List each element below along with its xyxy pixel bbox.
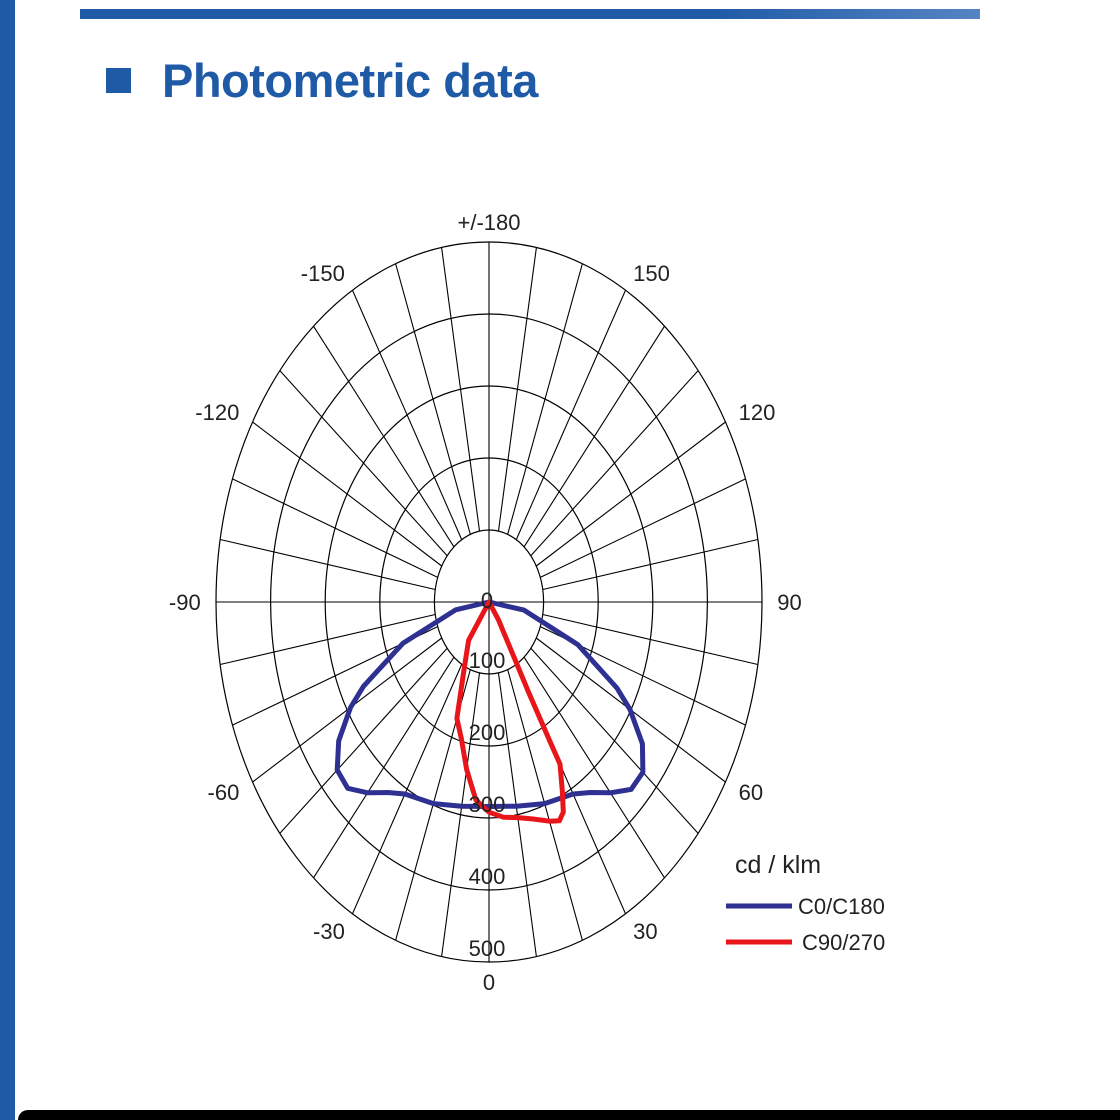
angle-tick-label: -90 bbox=[169, 590, 201, 615]
grid-spoke bbox=[507, 263, 583, 535]
series-layer bbox=[334, 599, 646, 824]
grid-spoke bbox=[540, 478, 746, 578]
heading-bullet-square bbox=[106, 67, 131, 93]
grid-spoke bbox=[220, 613, 436, 666]
grid-spoke bbox=[530, 370, 699, 557]
grid-spoke bbox=[252, 421, 443, 567]
angle-tick-label: +/-180 bbox=[458, 210, 521, 235]
angle-tick-label: -30 bbox=[313, 919, 345, 944]
ring-label: 100 bbox=[469, 648, 506, 673]
top-rule bbox=[80, 9, 980, 19]
grid-spoke bbox=[515, 290, 627, 540]
grid-spoke bbox=[441, 247, 481, 532]
grid-spoke bbox=[441, 672, 481, 957]
grid-spoke bbox=[395, 263, 471, 535]
grid-spoke bbox=[523, 656, 665, 879]
grid-spoke bbox=[535, 421, 726, 567]
grid-spoke bbox=[351, 290, 463, 540]
angle-tick-label: 90 bbox=[777, 590, 801, 615]
grid-spoke bbox=[497, 247, 537, 532]
ring-label-center: 0 bbox=[481, 588, 493, 613]
angle-tick-label: -150 bbox=[301, 261, 345, 286]
bottom-frame-bar bbox=[18, 1110, 1120, 1120]
grid-spoke bbox=[220, 538, 436, 591]
polar-grid bbox=[215, 241, 763, 963]
grid-spoke bbox=[351, 664, 463, 914]
page-title: Photometric data bbox=[162, 53, 538, 107]
grid-spoke bbox=[232, 478, 438, 578]
legend-unit: cd / klm bbox=[735, 851, 821, 879]
grid-spoke bbox=[542, 538, 758, 591]
grid-spoke bbox=[497, 672, 537, 957]
grid-spoke bbox=[279, 647, 448, 834]
angle-tick-label: 30 bbox=[633, 919, 657, 944]
series-line-1 bbox=[454, 599, 566, 824]
grid-spoke bbox=[542, 613, 758, 666]
grid-spoke bbox=[523, 325, 665, 548]
legend-label-1: C90/270 bbox=[802, 930, 885, 955]
angle-tick-label: 0 bbox=[483, 970, 495, 995]
ring-label: 300 bbox=[469, 792, 506, 817]
chart-legend: cd / klm C0/C180 C90/270 bbox=[726, 851, 885, 955]
series-line-0 bbox=[334, 599, 646, 809]
ring-label: 400 bbox=[469, 864, 506, 889]
ring-label: 500 bbox=[469, 936, 506, 961]
angle-tick-label: 60 bbox=[739, 780, 763, 805]
left-accent-bar bbox=[0, 0, 15, 1120]
legend-label-0: C0/C180 bbox=[798, 894, 885, 919]
section-heading: Photometric data bbox=[106, 48, 538, 112]
angle-tick-label: 150 bbox=[633, 261, 670, 286]
angle-tick-label: 120 bbox=[739, 400, 776, 425]
label-layer: 0 30 60 90 120 150 +/-180 -30 -60 -90 -120 -150 0 100… bbox=[169, 210, 802, 995]
grid-spoke bbox=[279, 370, 448, 557]
angle-tick-label: -60 bbox=[208, 780, 240, 805]
grid-spoke bbox=[530, 647, 699, 834]
grid-spoke bbox=[313, 325, 455, 548]
grid-spoke bbox=[313, 656, 455, 879]
angle-tick-label: -120 bbox=[195, 400, 239, 425]
ring-label: 200 bbox=[469, 720, 506, 745]
